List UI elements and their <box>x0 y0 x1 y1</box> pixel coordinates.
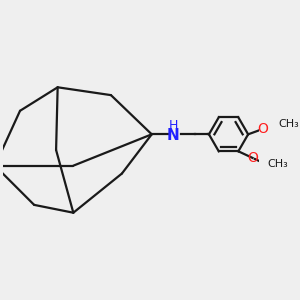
Text: CH₃: CH₃ <box>278 119 299 129</box>
Text: O: O <box>257 122 268 136</box>
Text: CH₃: CH₃ <box>268 159 288 169</box>
Text: O: O <box>247 151 258 165</box>
Text: N: N <box>167 128 179 142</box>
Text: H: H <box>169 119 178 133</box>
